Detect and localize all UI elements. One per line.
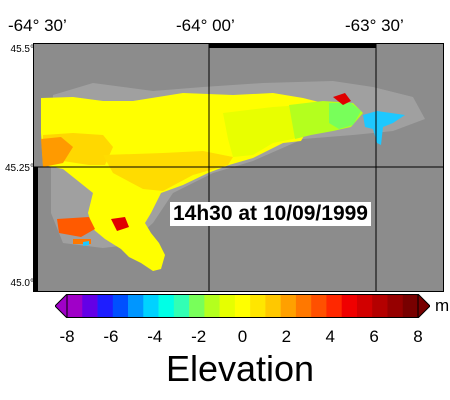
colorbar-cell (402, 294, 419, 318)
water-sub-basin-gold (103, 151, 233, 191)
colorbar-cell (219, 294, 236, 318)
tick-label: 0 (237, 327, 248, 346)
tick-label: 4 (325, 327, 335, 346)
intertidal-orange-patch (57, 217, 95, 237)
colorbar-cell (112, 294, 129, 318)
longitude-label-63-30: -63° 30’ (345, 16, 404, 35)
colorbar-cell (173, 294, 190, 318)
colorbar-cell (280, 294, 297, 318)
timestamp-label: 14h30 at 10/09/1999 (170, 202, 371, 226)
colorbar-cell (341, 294, 358, 318)
colorbar-cell (250, 294, 266, 318)
longitude-label-64-30: -64° 30’ (8, 16, 67, 35)
colorbar-cell (143, 294, 159, 318)
colorbar-cell (189, 294, 205, 318)
latitude-label-45-25: 45.25° (4, 163, 34, 174)
colorbar-unit: m (435, 296, 450, 315)
latitude-label-45-0: 45.0° (10, 278, 34, 289)
intertidal-red-patch-upper (333, 93, 351, 105)
tick-label: -4 (147, 327, 163, 346)
intertidal-red-patch-lower (111, 217, 129, 231)
longitude-label-64-00: -64° 00’ (176, 16, 235, 35)
latitude-label-45-5: 45.5° (10, 44, 34, 55)
colorbar-cell (311, 294, 327, 318)
water-head-cyan (363, 111, 405, 145)
colorbar-cell (295, 294, 312, 318)
colorbar-right-arrow (417, 294, 430, 318)
tick-label: 6 (369, 327, 379, 346)
colorbar-left-arrow (55, 294, 68, 318)
water-channel-light-green (329, 103, 361, 129)
colorbar-cell (67, 294, 83, 318)
colorbar-cell (387, 294, 404, 318)
colorbar-cell (128, 294, 144, 318)
colorbar-cell (372, 294, 388, 318)
tick-label: -2 (191, 327, 207, 346)
colorbar-cell (234, 294, 251, 318)
colorbar-cell (204, 294, 220, 318)
colorbar-cell (158, 294, 175, 318)
colorbar-cell (97, 294, 114, 318)
water-basin-deep-orange (41, 137, 73, 167)
tick-label: 8 (413, 327, 423, 346)
colorbar-cell (82, 294, 98, 318)
tick-label: -6 (103, 327, 119, 346)
colorbar-cell (326, 294, 342, 318)
elevation-map (33, 43, 444, 292)
colorbar-cell (356, 294, 373, 318)
map-border (33, 43, 444, 292)
frame-top-segment (209, 43, 376, 48)
tick-label: 2 (281, 327, 292, 346)
tick-label: -8 (59, 327, 75, 346)
elevation-colorbar (55, 294, 430, 318)
colorbar-cell (265, 294, 281, 318)
intertidal-cyan-spot (83, 241, 89, 246)
frame-left-segment (33, 167, 38, 291)
colorbar-cells (66, 294, 419, 318)
colorbar-title: Elevation (165, 348, 315, 389)
